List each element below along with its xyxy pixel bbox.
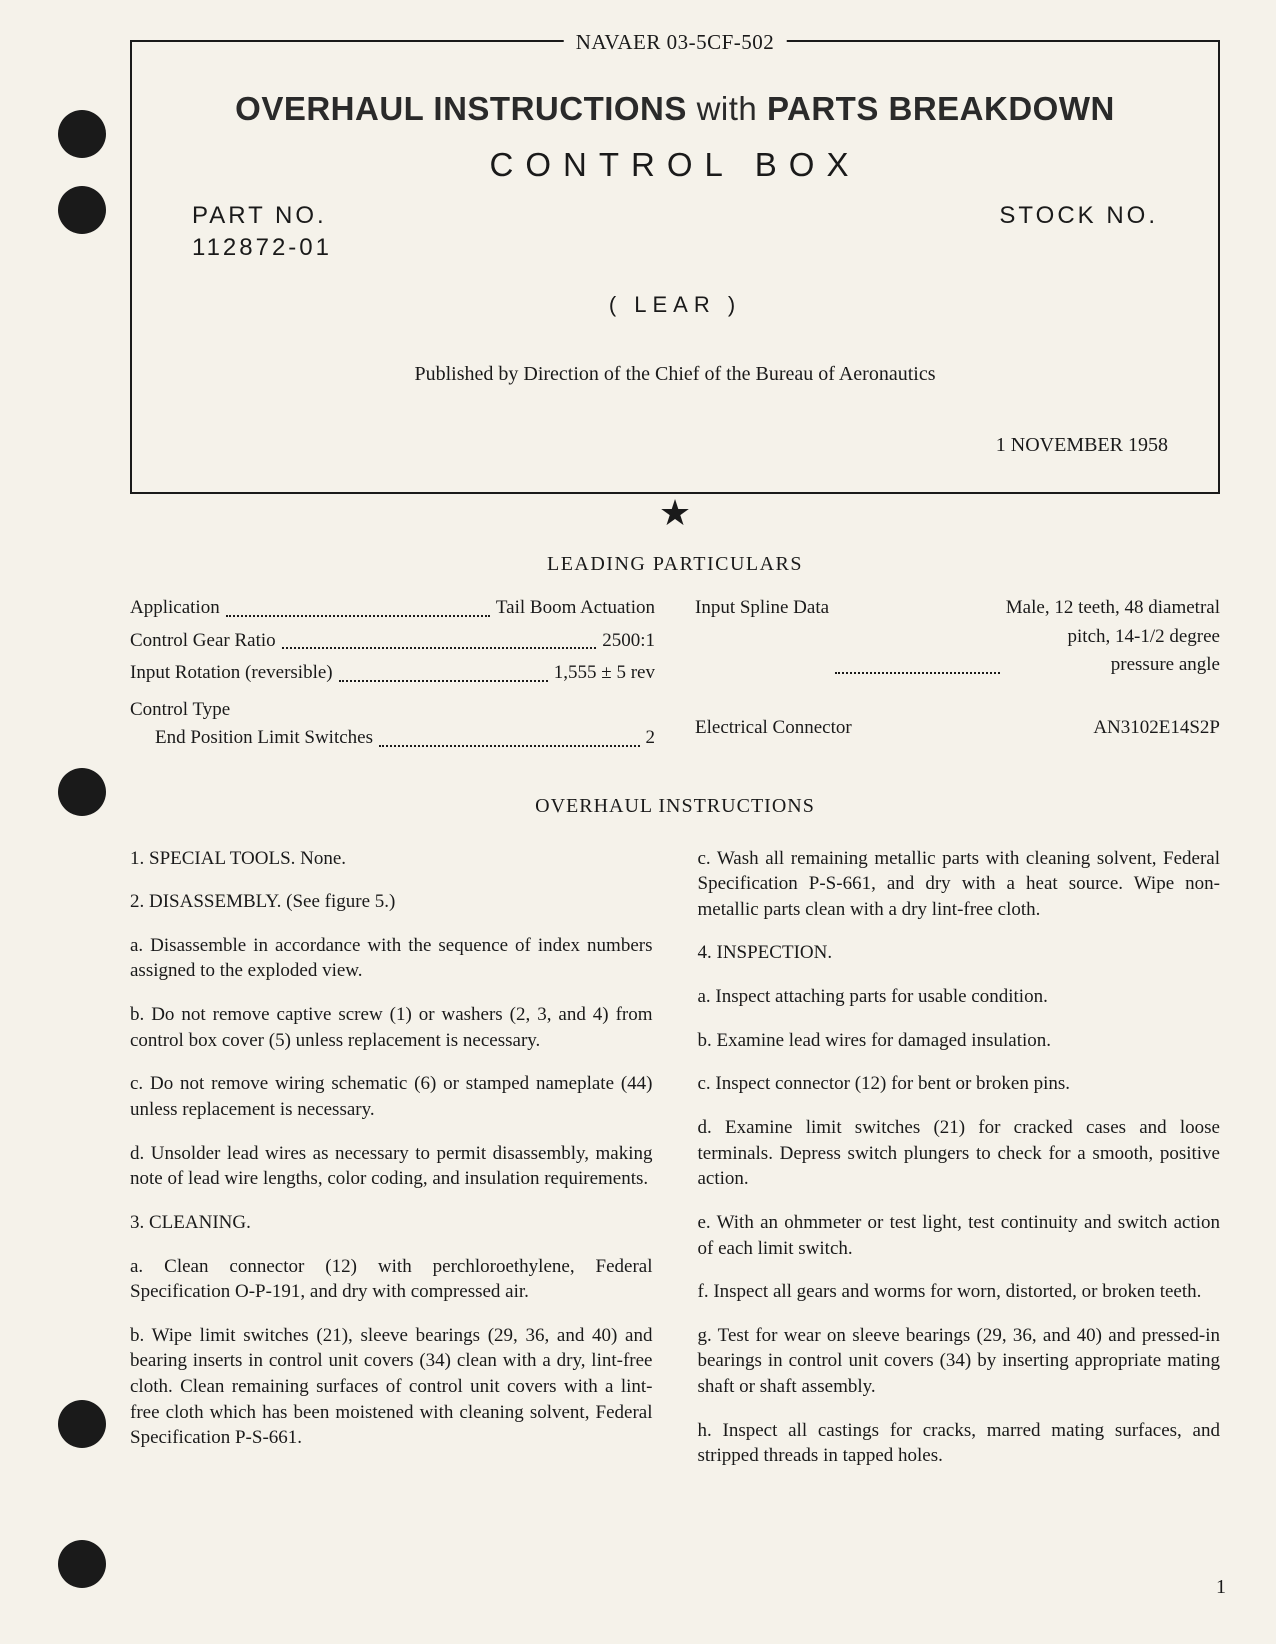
stock-label: STOCK NO.: [999, 202, 1158, 230]
particulars-left-col: Application Tail Boom Actuation Control Ge…: [130, 594, 655, 757]
star-icon: ★: [659, 493, 691, 533]
particular-label: Input Rotation (reversible): [130, 659, 333, 688]
published-by: Published by Direction of the Chief of t…: [172, 363, 1178, 386]
dot-leader: [226, 594, 490, 617]
particular-row: Application Tail Boom Actuation: [130, 594, 655, 623]
particulars-right-col: Input Spline Data Male, 12 teeth, 48 diam…: [695, 594, 1220, 757]
body-paragraph: c. Do not remove wiring schematic (6) or…: [130, 1071, 653, 1122]
particular-label: Electrical Connector: [695, 714, 852, 743]
dot-leader: [282, 627, 597, 650]
punch-hole: [58, 186, 106, 234]
particular-label: Input Spline Data: [695, 594, 829, 680]
dot-leader: [835, 594, 1000, 674]
particular-row: Electrical Connector AN3102E14S2P: [695, 714, 1220, 743]
punch-hole: [58, 1540, 106, 1588]
particular-row: Control Gear Ratio 2500:1: [130, 627, 655, 656]
body-paragraph: b. Do not remove captive screw (1) or wa…: [130, 1002, 653, 1053]
particular-label: End Position Limit Switches: [155, 724, 373, 753]
body-paragraph: b. Wipe limit switches (21), sleeve bear…: [130, 1323, 653, 1451]
dot-leader: [379, 724, 640, 747]
particular-label: Control Gear Ratio: [130, 627, 276, 656]
body-paragraph: d. Unsolder lead wires as necessary to p…: [130, 1141, 653, 1192]
particular-value: AN3102E14S2P: [1093, 714, 1220, 743]
header-box: NAVAER 03-5CF-502 OVERHAUL INSTRUCTIONS …: [130, 40, 1220, 494]
part-number: 112872-01: [172, 234, 1178, 262]
overhaul-heading: OVERHAUL INSTRUCTIONS: [130, 795, 1220, 818]
body-paragraph: c. Wash all remaining metallic parts wit…: [698, 846, 1221, 923]
punch-hole: [58, 110, 106, 158]
body-paragraph: 4. INSPECTION.: [698, 940, 1221, 966]
particular-label: Application: [130, 594, 220, 623]
title-main: OVERHAUL INSTRUCTIONS with PARTS BREAKDO…: [172, 90, 1178, 128]
particular-value: Male, 12 teeth, 48 diametralpitch, 14-1/…: [1006, 594, 1220, 680]
control-type-label: Control Type: [130, 696, 655, 725]
body-paragraph: 2. DISASSEMBLY. (See figure 5.): [130, 889, 653, 915]
body-paragraph: d. Examine limit switches (21) for crack…: [698, 1115, 1221, 1192]
body-paragraph: b. Examine lead wires for damaged insula…: [698, 1028, 1221, 1054]
punch-hole: [58, 1400, 106, 1448]
dot-leader: [339, 659, 548, 682]
publication-date: 1 NOVEMBER 1958: [172, 434, 1178, 457]
part-label: PART NO.: [192, 202, 327, 230]
manufacturer: ( LEAR ): [172, 292, 1178, 318]
punch-hole: [58, 768, 106, 816]
body-paragraph: 3. CLEANING.: [130, 1210, 653, 1236]
body-paragraph: c. Inspect connector (12) for bent or br…: [698, 1071, 1221, 1097]
body-columns: 1. SPECIAL TOOLS. None. 2. DISASSEMBLY. (…: [130, 846, 1220, 1479]
particular-value: 2500:1: [602, 627, 655, 656]
spacer: [852, 714, 1094, 743]
leading-particulars-heading: LEADING PARTICULARS: [130, 553, 1220, 576]
body-paragraph: g. Test for wear on sleeve bearings (29,…: [698, 1323, 1221, 1400]
particular-row: Input Rotation (reversible) 1,555 ± 5 rev: [130, 659, 655, 688]
body-paragraph: e. With an ohmmeter or test light, test …: [698, 1210, 1221, 1261]
part-stock-row: PART NO. STOCK NO.: [172, 202, 1178, 230]
particulars-block: Application Tail Boom Actuation Control Ge…: [130, 594, 1220, 757]
body-paragraph: a. Clean connector (12) with perchloroet…: [130, 1254, 653, 1305]
body-paragraph: a. Disassemble in accordance with the se…: [130, 933, 653, 984]
body-paragraph: a. Inspect attaching parts for usable co…: [698, 984, 1221, 1010]
star-divider: ★: [130, 495, 1220, 531]
body-paragraph: f. Inspect all gears and worms for worn,…: [698, 1279, 1221, 1305]
page-number: 1: [1216, 1576, 1226, 1599]
particular-value: 1,555 ± 5 rev: [554, 659, 655, 688]
body-paragraph: h. Inspect all castings for cracks, marr…: [698, 1418, 1221, 1469]
particular-row: End Position Limit Switches 2: [130, 724, 655, 753]
particular-row: Input Spline Data Male, 12 teeth, 48 diam…: [695, 594, 1220, 680]
particular-value: Tail Boom Actuation: [496, 594, 655, 623]
title-with: with: [697, 90, 758, 127]
control-type-block: Control TypeEnd Position Limit Switches 2: [130, 696, 655, 753]
title-main-b: PARTS BREAKDOWN: [767, 90, 1115, 127]
particular-value: 2: [646, 724, 656, 753]
document-id: NAVAER 03-5CF-502: [564, 30, 787, 55]
title-main-a: OVERHAUL INSTRUCTIONS: [235, 90, 687, 127]
body-paragraph: 1. SPECIAL TOOLS. None.: [130, 846, 653, 872]
title-sub: CONTROL BOX: [172, 146, 1178, 184]
